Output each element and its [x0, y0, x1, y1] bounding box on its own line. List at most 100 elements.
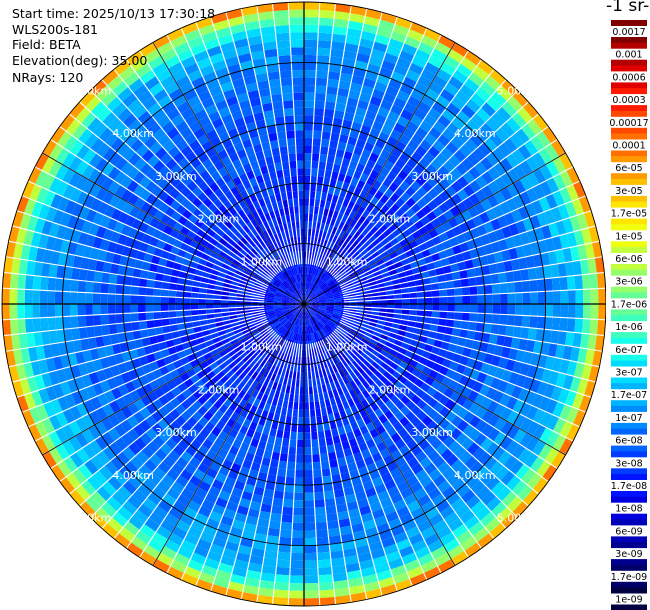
ppi-gate-cell: [138, 464, 153, 478]
ppi-gate-cell: [300, 326, 303, 335]
ppi-gate-cell: [244, 452, 256, 462]
ppi-gate-cell: [378, 576, 395, 589]
ppi-gate-cell: [186, 500, 202, 513]
ppi-gate-cell: [321, 284, 329, 291]
ppi-gate-cell: [310, 308, 317, 313]
ppi-gate-cell: [517, 106, 533, 124]
ppi-gate-cell: [494, 228, 506, 242]
ppi-gate-cell: [163, 332, 173, 342]
ppi-gate-cell: [571, 392, 585, 410]
ppi-gate-cell: [325, 162, 334, 172]
ppi-gate-cell: [285, 354, 291, 363]
ppi-gate-cell: [366, 102, 380, 114]
ppi-gate-cell: [131, 276, 140, 287]
ppi-gate-cell: [447, 304, 455, 312]
ppi-gate-cell: [396, 480, 410, 493]
ppi-gate-cell: [521, 468, 537, 485]
ppi-gate-cell: [376, 365, 387, 375]
ppi-gate-cell: [133, 157, 147, 171]
ppi-gate-cell: [122, 480, 138, 495]
ppi-gate-cell: [344, 322, 353, 328]
ppi-gate-cell: [122, 304, 131, 314]
ppi-gate-cell: [329, 283, 337, 289]
ppi-gate-cell: [110, 137, 125, 152]
ppi-gate-cell: [574, 318, 583, 334]
ppi-gate-cell: [81, 373, 93, 388]
ppi-gate-cell: [292, 77, 304, 86]
ppi-gate-cell: [452, 352, 462, 364]
ppi-gate-cell: [313, 315, 320, 322]
ppi-gate-cell: [398, 50, 415, 63]
ppi-gate-cell: [315, 252, 321, 261]
ppi-gate-cell: [56, 265, 66, 279]
ppi-gate-cell: [369, 338, 378, 346]
ppi-gate-cell: [368, 152, 380, 163]
ppi-gate-cell: [555, 344, 565, 359]
ppi-gate-cell: [483, 221, 495, 234]
ppi-gate-cell: [389, 394, 401, 405]
ppi-gate-cell: [219, 333, 229, 341]
ppi-gate-cell: [175, 290, 184, 298]
ppi-gate-cell: [264, 322, 273, 329]
ppi-gate-cell: [268, 313, 276, 318]
ppi-gate-cell: [474, 432, 488, 447]
ppi-gate-cell: [215, 370, 226, 380]
ppi-gate-cell: [325, 324, 333, 331]
ppi-gate-cell: [421, 94, 436, 108]
ppi-gate-cell: [282, 100, 294, 109]
ppi-gate-cell: [362, 239, 372, 249]
ppi-gate-cell: [349, 273, 358, 281]
ppi-gate-cell: [300, 311, 303, 319]
ppi-gate-cell: [307, 282, 311, 290]
ppi-gate-cell: [521, 315, 531, 328]
ppi-gate-cell: [596, 272, 606, 289]
ppi-gate-cell: [477, 294, 486, 304]
ppi-gate-cell: [454, 311, 463, 321]
ppi-gate-cell: [339, 270, 347, 278]
ppi-gate-cell: [299, 379, 304, 388]
ppi-gate-cell: [333, 310, 341, 314]
ppi-gate-cell: [317, 330, 323, 338]
ppi-gate-cell: [16, 195, 30, 214]
ppi-gate-cell: [427, 449, 441, 463]
ppi-gate-cell: [47, 317, 57, 331]
ppi-gate-cell: [461, 157, 475, 171]
ppi-gate-cell: [114, 184, 127, 199]
ppi-gate-cell: [117, 383, 130, 397]
ppi-gate-cell: [276, 359, 283, 368]
ppi-gate-cell: [393, 313, 402, 320]
ppi-gate-cell: [316, 176, 325, 185]
ppi-gate-cell: [507, 292, 516, 304]
ppi-gate-cell: [233, 376, 243, 387]
ppi-gate-cell: [378, 374, 389, 385]
ppi-gate-cell: [338, 369, 346, 378]
ppi-gate-cell: [344, 280, 353, 286]
ppi-gate-cell: [362, 348, 372, 357]
ppi-gate-cell: [480, 198, 493, 212]
ppi-gate-cell: [484, 304, 493, 314]
ppi-gate-cell: [245, 242, 254, 251]
ppi-gate-cell: [50, 193, 63, 210]
ppi-gate-cell: [357, 273, 367, 280]
ppi-gate-cell: [506, 424, 520, 440]
ppi-gate-cell: [324, 101, 336, 111]
ppi-gate-cell: [227, 238, 237, 247]
ppi-gate-cell: [127, 402, 140, 416]
ppi-gate-cell: [304, 288, 307, 297]
ppi-gate-cell: [183, 304, 191, 311]
ppi-gate-cell: [280, 77, 293, 87]
ppi-gate-cell: [259, 328, 268, 336]
ppi-gate-cell: [233, 221, 243, 232]
ppi-gate-cell: [110, 386, 123, 400]
ppi-gate-cell: [304, 69, 317, 78]
ppi-gate-cell: [145, 414, 158, 428]
ppi-gate-cell: [143, 252, 154, 263]
ppi-gate-cell: [320, 272, 327, 280]
ppi-gate-cell: [214, 259, 224, 268]
ppi-gate-cell: [29, 184, 42, 202]
ppi-gate-cell: [530, 456, 545, 473]
ppi-gate-cell: [168, 317, 178, 326]
ppi-gate-cell: [224, 540, 240, 552]
ppi-gate-cell: [410, 133, 424, 146]
ppi-gate-cell: [409, 298, 418, 304]
